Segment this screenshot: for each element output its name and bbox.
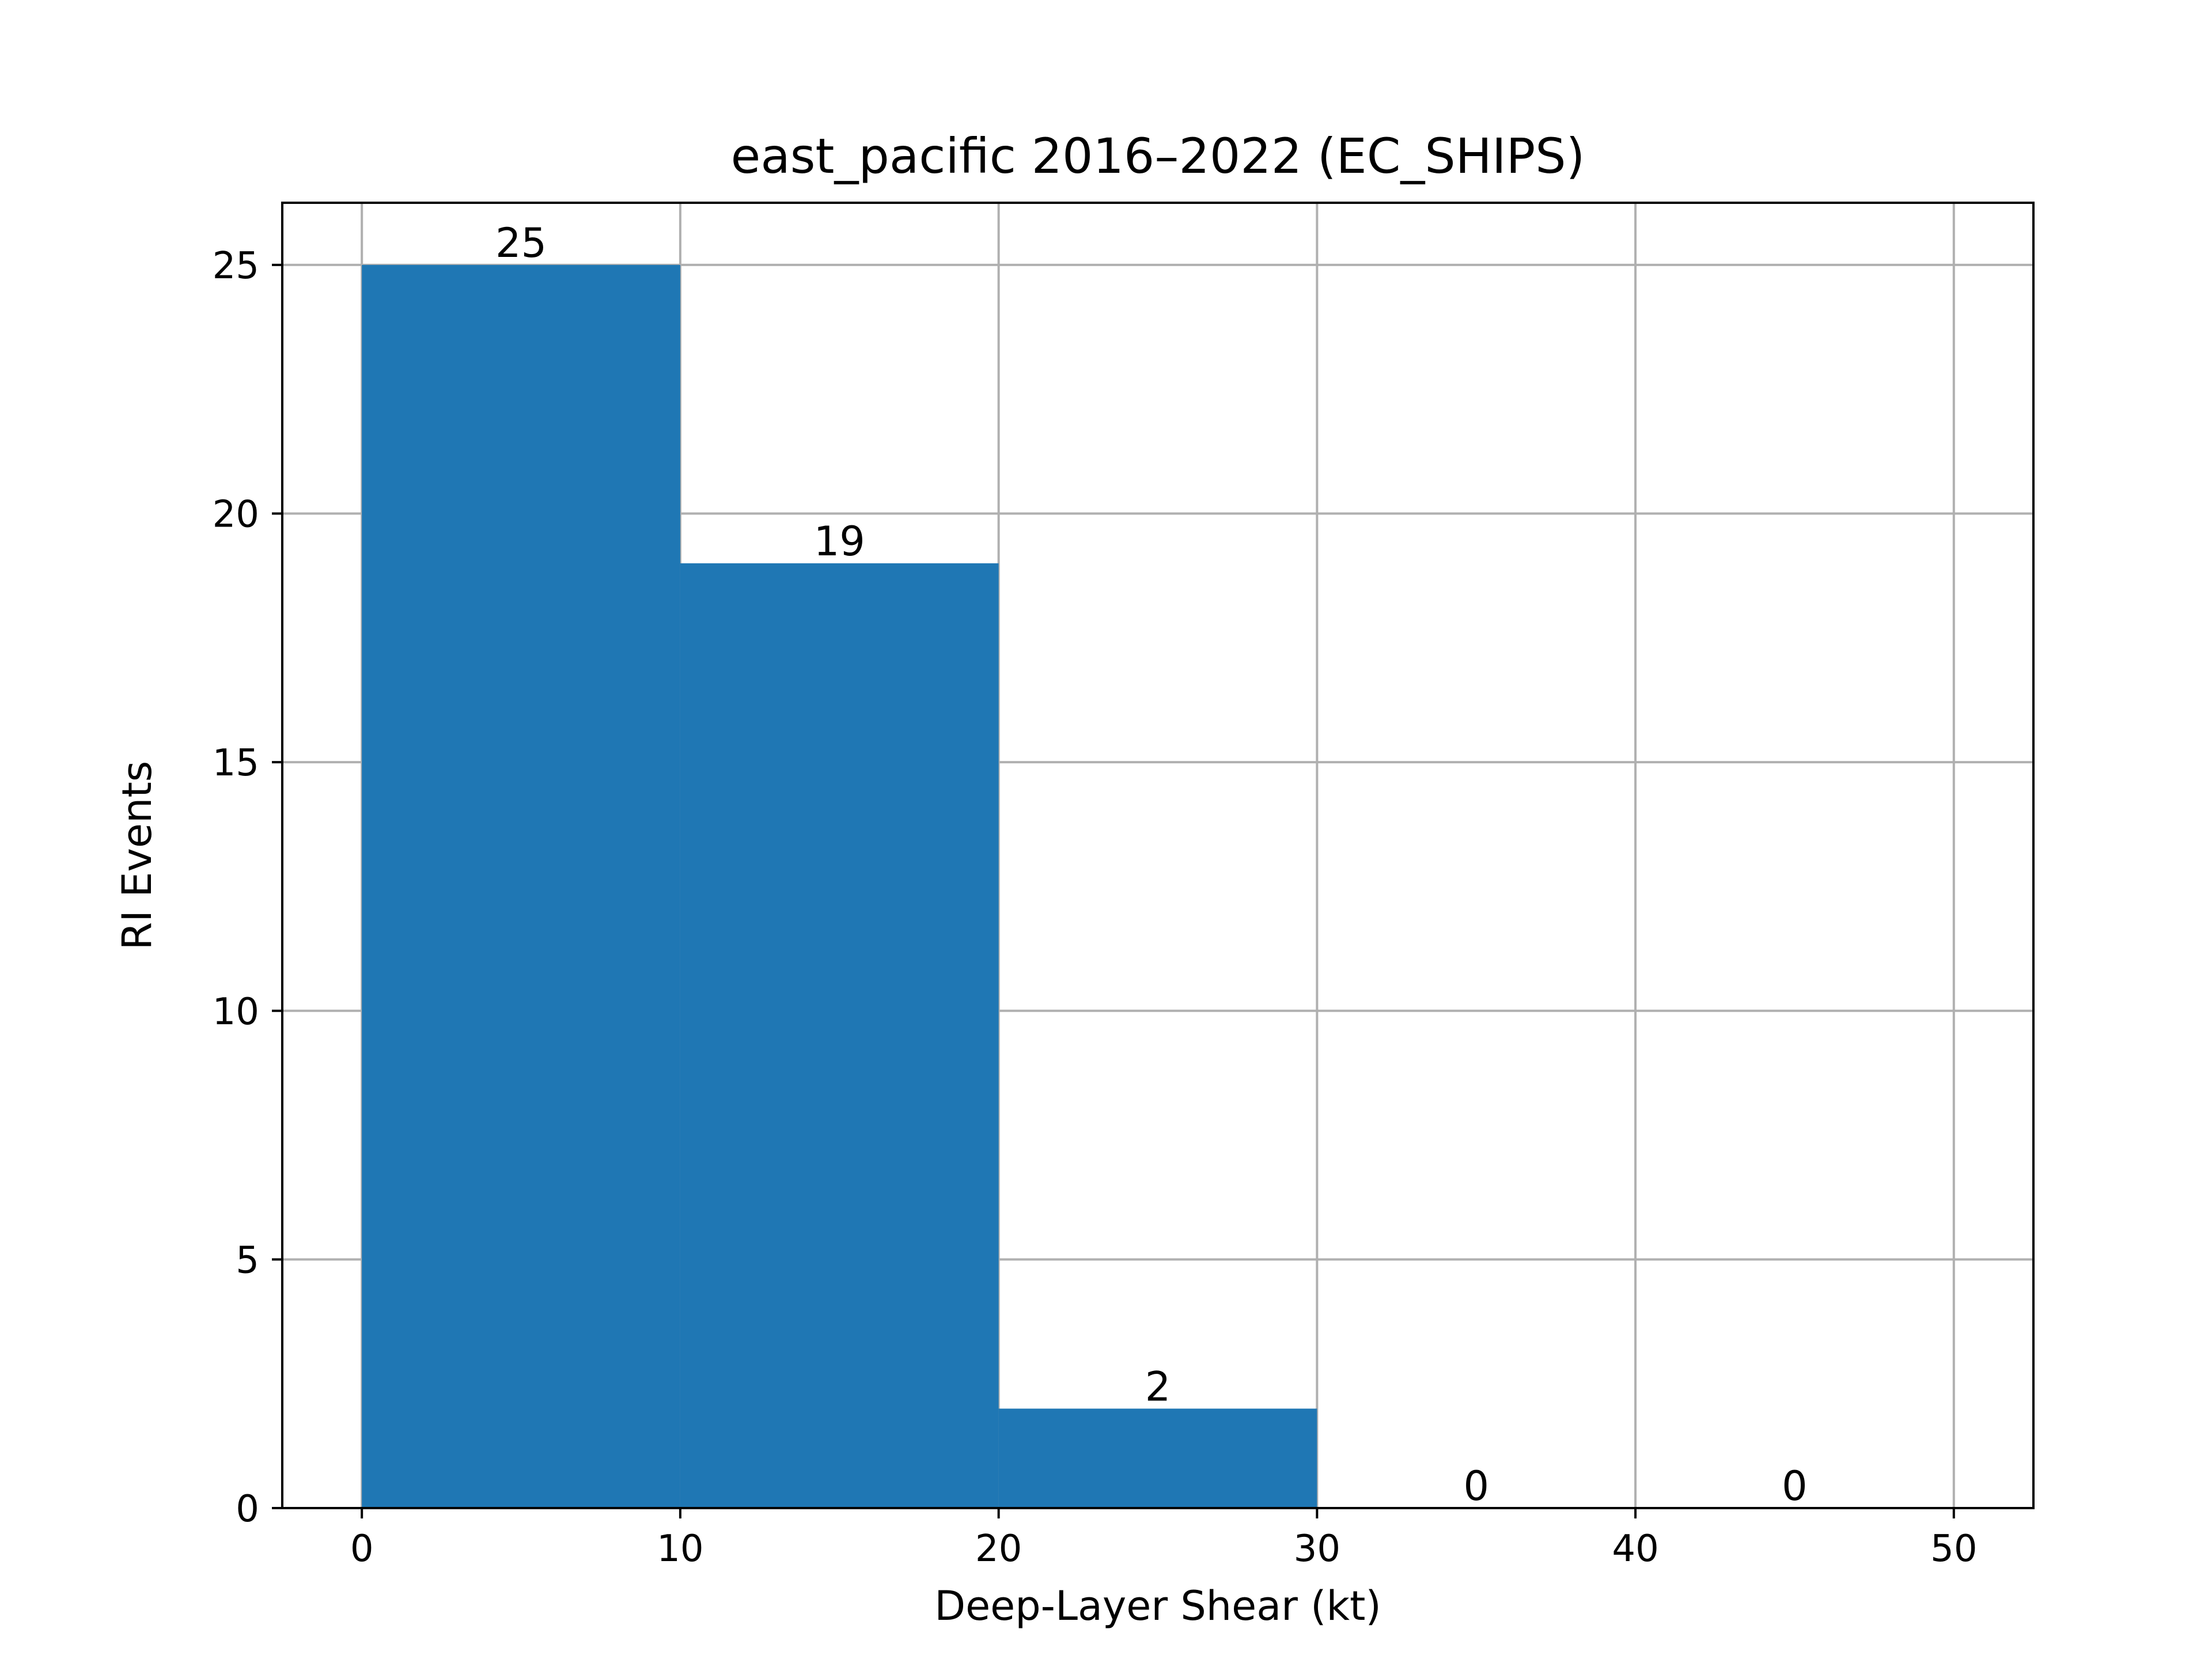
bar-value-label: 2 (1145, 1363, 1171, 1410)
histogram-bar (998, 1408, 1317, 1508)
histogram-bar (362, 264, 680, 1508)
histogram-bar (680, 563, 999, 1508)
bar-value-label: 25 (495, 219, 547, 267)
y-tick-label: 0 (236, 1488, 259, 1531)
y-tick-label: 20 (213, 494, 259, 536)
bar-value-label: 0 (1782, 1463, 1808, 1510)
y-tick-label: 10 (213, 991, 259, 1033)
y-tick-label: 5 (236, 1239, 259, 1282)
x-tick-label: 10 (657, 1528, 703, 1570)
x-axis-label: Deep-Layer Shear (kt) (934, 1582, 1381, 1630)
y-tick-label: 15 (213, 742, 259, 785)
histogram-bars (362, 264, 1317, 1508)
x-tick-label: 20 (975, 1528, 1022, 1570)
plot-area-frame (281, 202, 2035, 1509)
bar-value-labels: 25 19 2 0 0 (495, 219, 1808, 1510)
x-tick-label: 0 (350, 1528, 374, 1570)
x-tick-label: 30 (1294, 1528, 1340, 1570)
y-tick-label: 25 (213, 245, 259, 287)
bar-value-label: 19 (814, 518, 865, 565)
chart-title: east_pacific 2016–2022 (EC_SHIPS) (731, 128, 1585, 184)
bar-value-label: 0 (1463, 1463, 1489, 1510)
y-axis-label: RI Events (113, 761, 161, 950)
x-tick-label: 40 (1612, 1528, 1658, 1570)
x-tick-label: 50 (1930, 1528, 1977, 1570)
